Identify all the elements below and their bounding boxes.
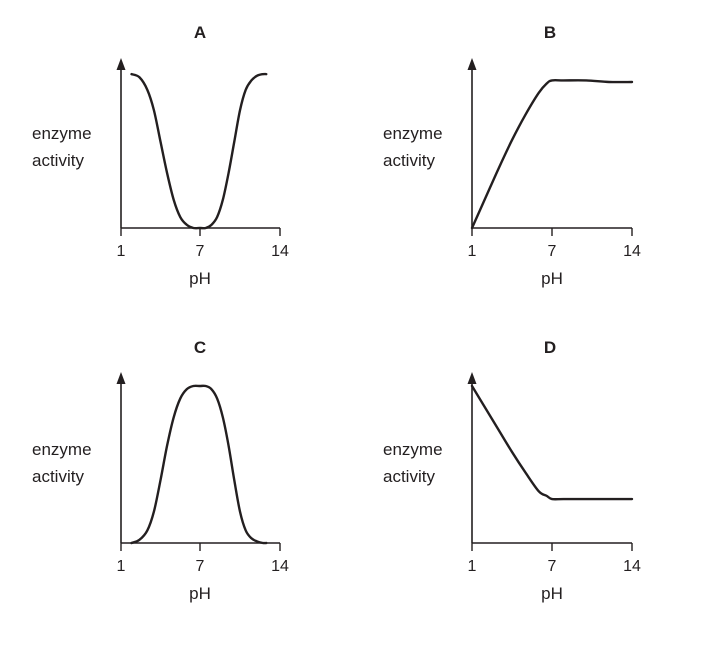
panel-label: A bbox=[194, 23, 206, 42]
y-axis-label-line-1: enzyme bbox=[32, 440, 92, 459]
activity-curve bbox=[470, 78, 634, 230]
x-tick-label: 7 bbox=[196, 243, 205, 260]
activity-curve bbox=[130, 72, 268, 230]
panel-label: D bbox=[544, 338, 556, 357]
activity-curve bbox=[130, 384, 268, 545]
x-tick-label: 1 bbox=[117, 558, 126, 575]
y-axis-label-line-2: activity bbox=[383, 151, 435, 170]
x-axis-label: pH bbox=[189, 584, 211, 603]
x-tick-label: 14 bbox=[623, 243, 641, 260]
y-axis-arrow-icon bbox=[116, 58, 126, 70]
y-axis-arrow-icon bbox=[467, 372, 477, 384]
panel-label: C bbox=[194, 338, 206, 357]
x-axis-label: pH bbox=[189, 269, 211, 288]
y-axis-label-line-1: enzyme bbox=[383, 124, 443, 143]
x-tick-label: 14 bbox=[271, 558, 289, 575]
x-tick-label: 1 bbox=[468, 243, 477, 260]
x-tick-label: 7 bbox=[548, 243, 557, 260]
x-tick-label: 14 bbox=[271, 243, 289, 260]
x-tick-label: 14 bbox=[623, 558, 641, 575]
x-axis-label: pH bbox=[541, 269, 563, 288]
x-tick-label: 7 bbox=[548, 558, 557, 575]
y-axis-label-line-2: activity bbox=[32, 467, 84, 486]
y-axis-arrow-icon bbox=[467, 58, 477, 70]
panel-label: B bbox=[544, 23, 556, 42]
x-tick-label: 1 bbox=[468, 558, 477, 575]
x-tick-label: 1 bbox=[117, 243, 126, 260]
x-axis-label: pH bbox=[541, 584, 563, 603]
y-axis-label-line-2: activity bbox=[32, 151, 84, 170]
activity-curve bbox=[470, 384, 634, 501]
y-axis-label-line-1: enzyme bbox=[383, 440, 443, 459]
y-axis-arrow-icon bbox=[116, 372, 126, 384]
x-tick-label: 7 bbox=[196, 558, 205, 575]
y-axis-label-line-1: enzyme bbox=[32, 124, 92, 143]
y-axis-label-line-2: activity bbox=[383, 467, 435, 486]
